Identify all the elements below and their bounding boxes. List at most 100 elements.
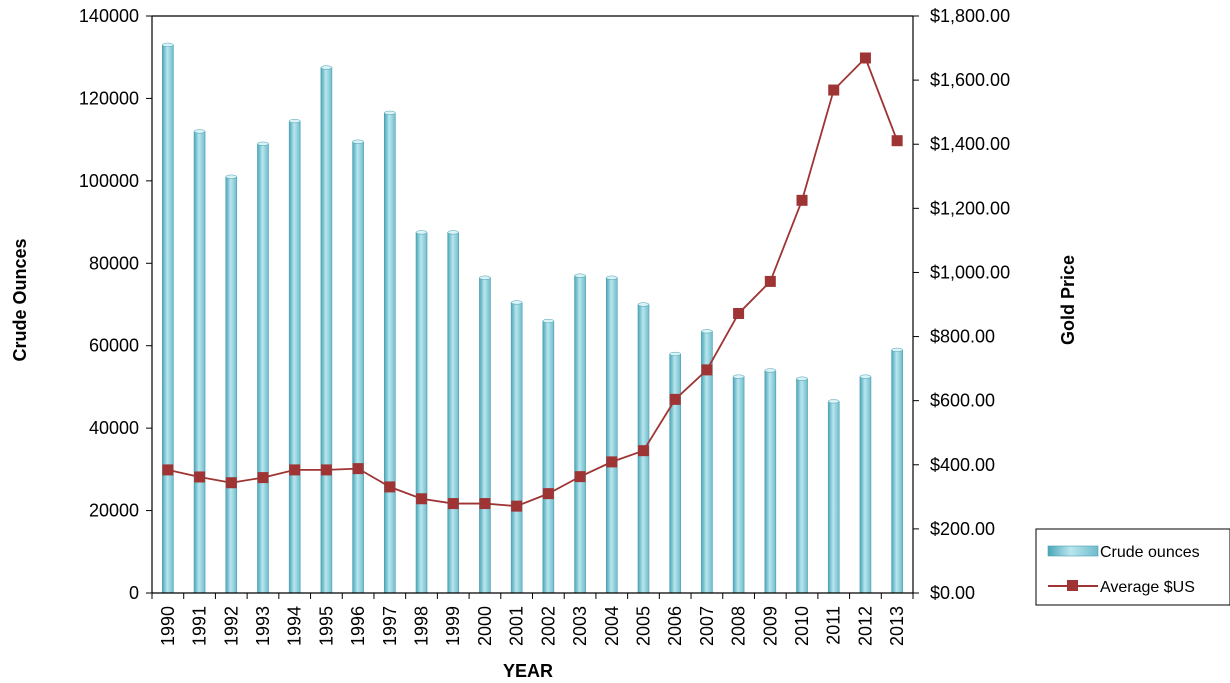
bar-cap-1993: [257, 141, 269, 146]
bar-cap-2001: [510, 300, 523, 305]
point-average-usd-1992: [225, 477, 237, 489]
bar-2006: [669, 353, 681, 594]
bar-cap-1995: [320, 65, 333, 70]
bar-2013: [891, 349, 903, 594]
y2-tick-label-6: $1,200.00: [930, 198, 1010, 218]
point-average-usd-1997: [384, 481, 396, 493]
bar-cap-2008: [732, 374, 745, 379]
y2-tick-label-9: $1,800.00: [930, 6, 1010, 26]
point-average-usd-2006: [669, 393, 681, 405]
point-average-usd-2013: [891, 135, 903, 147]
y-tick-label-6: 120000: [79, 88, 139, 108]
y-tick-label-4: 80000: [89, 253, 139, 273]
x-tick-label-1992: 1992: [221, 606, 241, 646]
x-tick-label-2009: 2009: [760, 606, 780, 646]
point-average-usd-2001: [511, 500, 523, 512]
bar-1990: [162, 44, 174, 594]
bar-1993: [257, 143, 269, 594]
y-tick-label-5: 100000: [79, 171, 139, 191]
point-average-usd-1995: [320, 464, 332, 476]
y2-tick-label-0: $0.00: [930, 583, 975, 603]
x-tick-label-2007: 2007: [697, 606, 717, 646]
point-average-usd-2012: [859, 52, 871, 64]
x-tick-label-2004: 2004: [602, 606, 622, 646]
point-average-usd-1999: [447, 498, 459, 510]
bar-cap-1999: [447, 230, 459, 235]
bar-cap-1996: [352, 139, 364, 144]
y-tick-label-7: 140000: [79, 6, 139, 26]
line-layer: [162, 52, 903, 512]
y-axis-title: Crude Ounces: [10, 238, 30, 361]
bar-cap-1991: [193, 129, 206, 134]
x-tick-label-2006: 2006: [665, 606, 685, 646]
bar-2012: [859, 376, 872, 594]
x-tick-label-1993: 1993: [253, 606, 273, 646]
point-average-usd-1991: [194, 471, 206, 483]
bar-cap-1992: [225, 174, 238, 179]
x-tick-label-2002: 2002: [538, 606, 558, 646]
point-average-usd-1993: [257, 472, 269, 484]
x-tick-label-1995: 1995: [316, 606, 336, 646]
bar-2011: [827, 401, 840, 594]
x-tick-label-2010: 2010: [792, 606, 812, 646]
bar-2000: [479, 277, 491, 594]
point-average-usd-2003: [574, 471, 586, 483]
bar-cap-2007: [701, 329, 713, 334]
point-average-usd-2007: [701, 364, 713, 376]
bar-cap-2010: [796, 376, 808, 381]
point-average-usd-2004: [606, 456, 618, 468]
x-tick-label-1994: 1994: [285, 606, 305, 646]
bar-2009: [764, 370, 777, 594]
y2-tick-label-1: $200.00: [930, 519, 995, 539]
x-tick-label-1990: 1990: [158, 606, 178, 646]
bar-2003: [574, 275, 586, 594]
point-average-usd-1998: [416, 493, 428, 505]
bar-cap-2005: [637, 302, 650, 307]
bar-1999: [447, 232, 460, 594]
bar-1997: [384, 112, 396, 594]
x-tick-label-2000: 2000: [475, 606, 495, 646]
bar-cap-2003: [574, 273, 586, 278]
point-average-usd-2009: [764, 275, 776, 287]
point-average-usd-1990: [162, 464, 174, 476]
x-tick-label-2012: 2012: [855, 606, 875, 646]
bar-1994: [288, 120, 301, 594]
bar-cap-1998: [415, 230, 428, 235]
y-tick-label-3: 60000: [89, 336, 139, 356]
bar-cap-1990: [162, 42, 174, 47]
x-tick-label-2011: 2011: [824, 606, 844, 645]
x-axis-title: YEAR: [503, 661, 553, 681]
labels-layer: 0 20000 40000 60000 80000 100000 120000 140000 $…: [79, 6, 1010, 646]
bar-2001: [510, 302, 523, 594]
bar-cap-1994: [288, 119, 301, 124]
y2-tick-label-2: $400.00: [930, 455, 995, 475]
bar-cap-2012: [859, 374, 872, 379]
bars-layer: [162, 42, 903, 594]
bar-cap-2013: [891, 347, 903, 352]
legend-label-crude-ounces: Crude ounces: [1100, 544, 1200, 561]
x-tick-label-2013: 2013: [887, 606, 907, 646]
y2-tick-label-3: $600.00: [930, 391, 995, 411]
point-average-usd-2010: [796, 194, 808, 206]
x-tick-label-1999: 1999: [443, 606, 463, 646]
point-average-usd-2005: [637, 445, 649, 457]
x-tick-label-2003: 2003: [570, 606, 590, 646]
bar-1991: [193, 131, 206, 594]
bar-1992: [225, 176, 238, 594]
legend-box: [1035, 528, 1230, 606]
bar-cap-2004: [606, 275, 618, 280]
x-tick-label-2005: 2005: [633, 606, 653, 646]
y2-tick-label-4: $800.00: [930, 327, 995, 347]
bar-1996: [352, 141, 364, 594]
point-average-usd-2011: [828, 84, 840, 96]
bar-cap-2000: [479, 275, 491, 280]
point-average-usd-2002: [542, 488, 554, 500]
legend-label-average-usd: Average $US: [1100, 579, 1195, 596]
line-average-usd: [167, 56, 898, 508]
point-average-usd-2000: [479, 498, 491, 510]
y2-tick-label-8: $1,600.00: [930, 70, 1010, 90]
point-average-usd-1994: [289, 464, 301, 476]
x-tick-label-1991: 1991: [190, 606, 210, 646]
point-average-usd-1996: [352, 463, 364, 475]
